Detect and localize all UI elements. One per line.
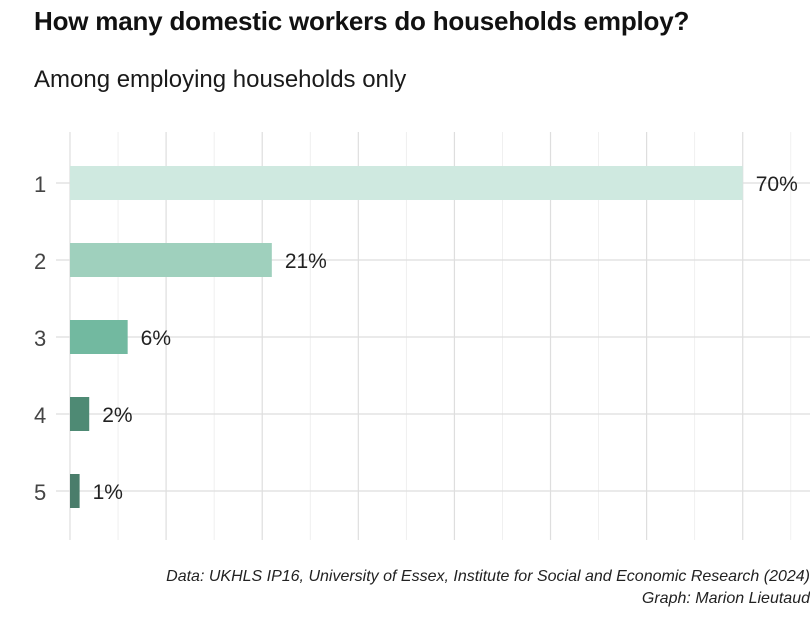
y-tick-label: 2: [34, 249, 46, 274]
bar: [70, 166, 743, 200]
y-tick-label: 3: [34, 326, 46, 351]
chart-caption-source: Data: UKHLS IP16, University of Essex, I…: [166, 568, 810, 585]
bar: [70, 243, 272, 277]
bar: [70, 320, 128, 354]
y-tick-label: 4: [34, 403, 46, 428]
data-label: 70%: [756, 173, 798, 196]
data-label: 1%: [93, 481, 123, 504]
data-label: 6%: [141, 327, 171, 350]
bar: [70, 397, 90, 431]
data-label: 21%: [285, 250, 327, 273]
chart-subtitle: Among employing households only: [34, 66, 407, 93]
chart-caption-author: Graph: Marion Lieutaud: [641, 590, 810, 607]
y-tick-label: 5: [34, 480, 46, 505]
bar: [70, 474, 80, 508]
data-label: 2%: [102, 404, 132, 427]
y-tick-label: 1: [34, 172, 46, 197]
chart-title: How many domestic workers do households …: [34, 6, 690, 36]
